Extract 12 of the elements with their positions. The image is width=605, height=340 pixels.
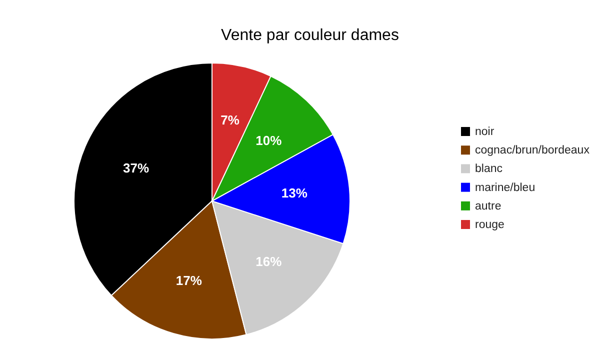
legend-label: marine/bleu <box>475 182 536 194</box>
legend-label: cognac/brun/bordeaux <box>475 144 590 157</box>
legend-label: rouge <box>475 219 504 231</box>
data-label: 10% <box>256 133 282 148</box>
data-label: 17% <box>176 273 202 288</box>
legend-label: autre <box>475 200 502 212</box>
data-label: 37% <box>122 160 150 176</box>
chart-title: Vente par couleur dames <box>221 27 399 44</box>
data-label: 7% <box>220 112 240 128</box>
data-label: 13% <box>281 186 308 201</box>
legend-label: noir <box>475 126 494 138</box>
legend-label: blanc <box>475 163 503 176</box>
